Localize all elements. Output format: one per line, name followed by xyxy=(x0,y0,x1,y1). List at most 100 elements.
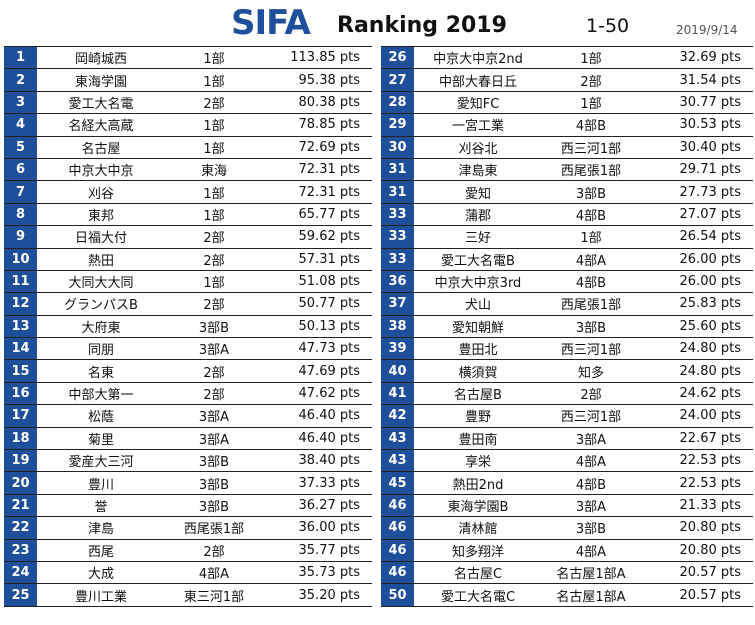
team-name-cell: 岡崎城西 xyxy=(74,52,127,68)
team-name-cell: 東邦 xyxy=(87,208,114,224)
table-row: 31 愛知 3部B 27.73 pts xyxy=(381,181,753,204)
table-row: 9 日福大付 2部 59.62 pts xyxy=(4,226,372,249)
rank-cell: 10 xyxy=(4,248,37,270)
points-cell: 46.40 pts xyxy=(298,430,360,446)
table-row: 42 豊野 西三河1部 24.00 pts xyxy=(381,405,753,428)
team-name-cell: 日福大付 xyxy=(74,231,127,247)
table-row: 2 東海学園 1部 95.38 pts xyxy=(4,69,372,92)
rank-cell: 19 xyxy=(4,450,37,472)
table-row: 12 グランパスB 2部 50.77 pts xyxy=(4,293,372,316)
points-cell: 29.71 pts xyxy=(679,162,741,178)
league-cell: 東海 xyxy=(200,164,227,180)
points-cell: 37.33 pts xyxy=(298,475,360,491)
team-name-cell: 東海学園 xyxy=(74,74,127,90)
team-name-cell: 清林館 xyxy=(458,522,498,538)
rank-cell: 26 xyxy=(381,47,414,69)
rank-cell: 8 xyxy=(4,203,37,226)
league-cell: 4部B xyxy=(575,119,607,135)
team-name-cell: 菊里 xyxy=(87,432,114,448)
team-name-cell: 愛工大名電 xyxy=(68,96,134,112)
rank-cell: 41 xyxy=(381,382,414,405)
team-name-cell: 中京大中京 xyxy=(68,164,134,180)
league-cell: 3部A xyxy=(198,343,230,359)
points-cell: 24.00 pts xyxy=(679,408,741,424)
rank-cell: 30 xyxy=(381,136,414,158)
team-name-cell: グランパスB xyxy=(64,298,138,314)
league-cell: 西三河1部 xyxy=(560,343,622,359)
table-row: 5 名古屋 1部 72.69 pts xyxy=(4,136,372,159)
league-cell: 2部 xyxy=(580,74,602,90)
points-cell: 72.31 pts xyxy=(298,184,360,200)
table-row: 45 熱田2nd 4部B 22.53 pts xyxy=(381,472,753,495)
team-name-cell: 豊川工業 xyxy=(74,589,127,605)
league-cell: 2部 xyxy=(203,388,225,404)
table-row: 41 名古屋B 2部 24.62 pts xyxy=(381,382,753,406)
rank-cell: 9 xyxy=(4,226,37,248)
rank-cell: 31 xyxy=(381,181,414,203)
league-cell: 1部 xyxy=(203,186,225,202)
rank-cell: 5 xyxy=(4,136,37,158)
team-name-cell: 豊野 xyxy=(464,410,491,426)
rank-cell: 33 xyxy=(381,203,414,226)
table-row: 14 同朋 3部A 47.73 pts xyxy=(4,338,372,361)
team-name-cell: 中部大春日丘 xyxy=(438,74,517,90)
league-cell: 2部 xyxy=(203,298,225,314)
table-row: 39 豊田北 西三河1部 24.80 pts xyxy=(381,338,753,361)
league-cell: 3部A xyxy=(198,410,230,426)
team-name-cell: 愛産大三河 xyxy=(68,455,134,471)
league-cell: 2部 xyxy=(203,544,225,560)
table-row: 33 三好 1部 26.54 pts xyxy=(381,226,753,249)
team-name-cell: 松蔭 xyxy=(87,410,114,426)
points-cell: 24.80 pts xyxy=(679,363,741,379)
points-cell: 47.62 pts xyxy=(298,386,360,402)
ranking-table-left: 1 岡崎城西 1部 113.85 pts 2 東海学園 1部 95.38 pts 3 愛工大名電 2… xyxy=(4,46,372,607)
table-row: 24 大成 4部A 35.73 pts xyxy=(4,561,372,585)
league-cell: 1部 xyxy=(580,96,602,112)
league-cell: 3部B xyxy=(198,455,230,471)
rank-cell: 18 xyxy=(4,427,37,450)
team-name-cell: 豊田北 xyxy=(458,343,498,359)
points-cell: 95.38 pts xyxy=(298,72,360,88)
rank-cell: 17 xyxy=(4,405,37,427)
rank-cell: 46 xyxy=(381,539,414,561)
team-name-cell: 愛工大名電B xyxy=(441,253,515,269)
rank-cell: 39 xyxy=(381,338,414,360)
team-name-cell: 蒲郡 xyxy=(464,208,491,224)
points-cell: 80.38 pts xyxy=(298,94,360,110)
points-cell: 22.53 pts xyxy=(679,453,741,469)
team-name-cell: 知多翔洋 xyxy=(451,544,504,560)
table-row: 26 中京大中京2nd 1部 32.69 pts xyxy=(381,47,753,70)
page-header: SIFA Ranking 2019 1-50 2019/9/14 xyxy=(0,0,755,44)
team-name-cell: 中京大中京2nd xyxy=(433,52,523,68)
rank-cell: 3 xyxy=(4,91,37,114)
table-row: 27 中部大春日丘 2部 31.54 pts xyxy=(381,69,753,92)
points-cell: 22.53 pts xyxy=(679,475,741,491)
table-row: 46 清林館 3部B 20.80 pts xyxy=(381,517,753,540)
ranking-table-right: 26 中京大中京2nd 1部 32.69 pts 27 中部大春日丘 2部 31.54 pts… xyxy=(381,46,753,607)
points-cell: 25.83 pts xyxy=(679,296,741,312)
table-row: 17 松蔭 3部A 46.40 pts xyxy=(4,405,372,428)
team-name-cell: 名古屋B xyxy=(454,388,502,404)
table-row: 29 一宮工業 4部B 30.53 pts xyxy=(381,114,753,137)
league-cell: 西三河1部 xyxy=(560,141,622,157)
team-name-cell: 熱田2nd xyxy=(452,477,504,493)
league-cell: 4部A xyxy=(575,544,607,560)
league-cell: 3部B xyxy=(198,320,230,336)
team-name-cell: 横須賀 xyxy=(458,365,498,381)
team-name-cell: 享栄 xyxy=(464,455,491,471)
table-row: 4 名経大高蔵 1部 78.85 pts xyxy=(4,114,372,137)
team-name-cell: 同朋 xyxy=(87,343,114,359)
table-row: 30 刈谷北 西三河1部 30.40 pts xyxy=(381,136,753,159)
league-cell: 4部A xyxy=(198,567,230,583)
points-cell: 57.31 pts xyxy=(298,251,360,267)
points-cell: 51.08 pts xyxy=(298,274,360,290)
league-cell: 1部 xyxy=(580,231,602,247)
league-cell: 3部A xyxy=(198,432,230,448)
points-cell: 24.62 pts xyxy=(679,386,741,402)
points-cell: 27.07 pts xyxy=(679,206,741,222)
league-cell: 1部 xyxy=(203,52,225,68)
points-cell: 25.60 pts xyxy=(679,318,741,334)
table-row: 46 東海学園B 3部A 21.33 pts xyxy=(381,494,753,518)
league-cell: 4部B xyxy=(575,477,607,493)
points-cell: 59.62 pts xyxy=(298,229,360,245)
